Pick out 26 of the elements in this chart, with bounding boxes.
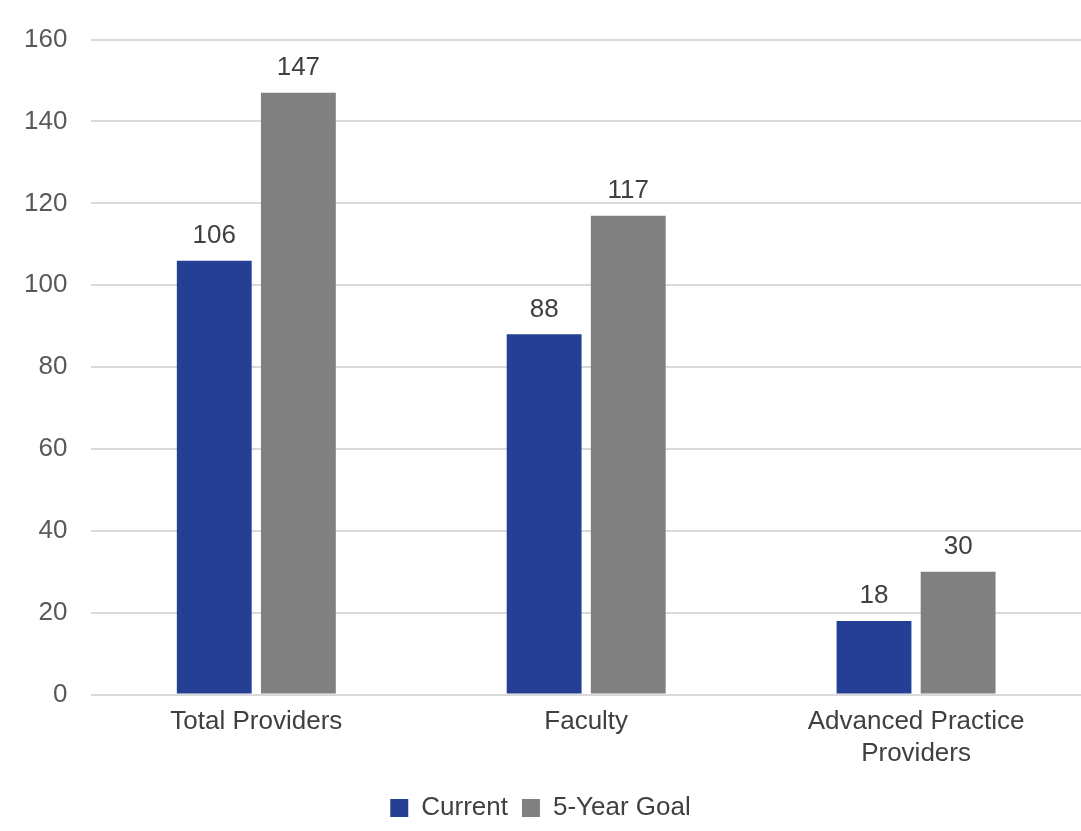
data-label: 88: [529, 292, 559, 323]
data-label: 147: [276, 50, 321, 81]
y-tick-label: 140: [23, 104, 68, 135]
bar: [836, 620, 912, 694]
legend-label: Current: [421, 791, 509, 822]
data-label: 106: [192, 218, 236, 249]
bar: [590, 215, 666, 694]
x-tick-label: Advanced Practice Providers: [807, 705, 1025, 767]
y-tick-label: 60: [38, 432, 68, 463]
x-tick-label: Total Providers: [170, 705, 343, 736]
y-tick-label: 20: [38, 595, 68, 626]
bar: [176, 260, 252, 694]
bar: [506, 334, 582, 694]
data-label: 18: [859, 579, 889, 610]
data-label: 117: [607, 173, 649, 204]
y-tick-label: 40: [38, 514, 68, 545]
x-tick-label: Faculty: [544, 705, 629, 736]
bar: [260, 92, 336, 694]
y-tick-label: 120: [23, 186, 68, 217]
y-tick-label: 100: [23, 268, 68, 299]
y-tick-label: 160: [23, 22, 68, 53]
y-tick-label: 80: [38, 350, 68, 381]
legend-label: 5-Year Goal: [552, 791, 691, 822]
bar: [920, 571, 996, 694]
data-label: 30: [943, 529, 973, 560]
y-tick-label: 0: [52, 677, 68, 708]
